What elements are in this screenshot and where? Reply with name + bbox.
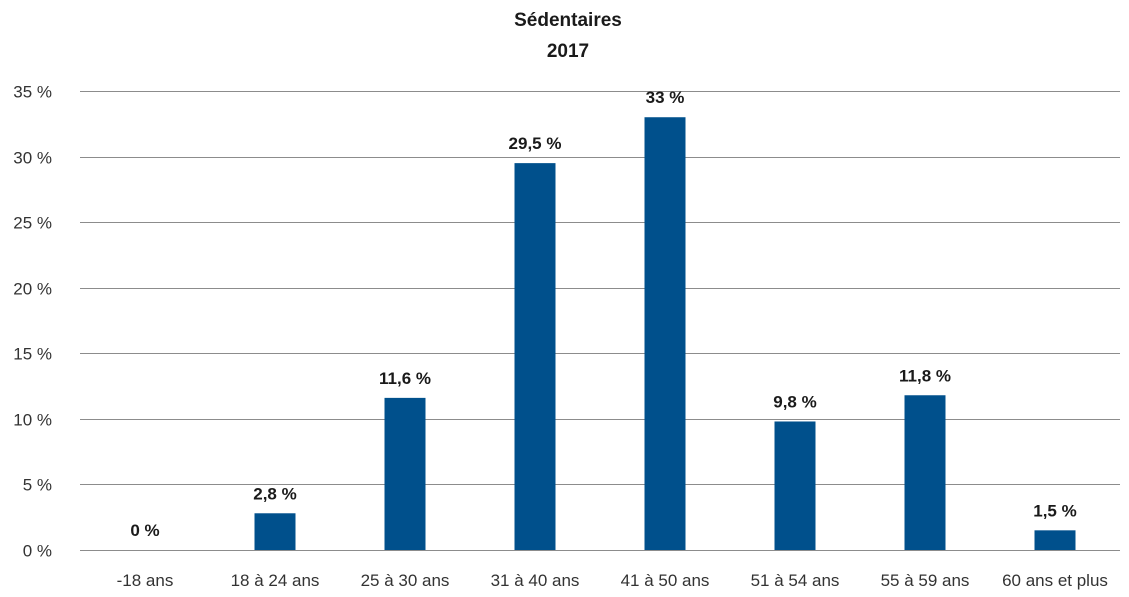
bar — [514, 163, 556, 550]
bar — [384, 397, 426, 550]
x-category-label: 51 à 54 ans — [751, 571, 840, 590]
data-labels: 0 % 2,8 % 11,6 % 29,5 % 33 % 9,8 % 11,8 % 1,5 % — [130, 88, 1076, 540]
bar — [644, 117, 686, 550]
data-label: 9,8 % — [773, 392, 816, 411]
chart-title: Sédentaires — [514, 10, 622, 31]
bar — [1034, 530, 1076, 550]
data-label: 11,6 % — [379, 369, 431, 388]
x-category-label: 18 à 24 ans — [231, 571, 320, 590]
data-label: 33 % — [646, 88, 685, 107]
y-tick-label: 10 % — [13, 411, 52, 430]
y-tick-label: 15 % — [13, 345, 52, 364]
x-axis-categories: -18 ans 18 à 24 ans 25 à 30 ans 31 à 40 ans… — [117, 571, 1108, 590]
data-label: 0 % — [130, 521, 159, 540]
bar — [774, 421, 816, 550]
y-tick-label: 35 % — [13, 83, 52, 102]
y-tick-label: 25 % — [13, 214, 52, 233]
gridlines — [80, 91, 1120, 551]
bars — [254, 117, 1076, 550]
x-category-label: 41 à 50 ans — [621, 571, 710, 590]
x-category-label: 55 à 59 ans — [881, 571, 970, 590]
y-tick-label: 0 % — [23, 542, 52, 561]
y-axis-ticks: 0 % 5 % 10 % 15 % 20 % 25 % 30 % 35 % — [13, 83, 52, 561]
bar — [904, 395, 946, 550]
y-tick-label: 5 % — [23, 476, 52, 495]
x-category-label: 25 à 30 ans — [361, 571, 450, 590]
x-category-label: 60 ans et plus — [1002, 571, 1108, 590]
data-label: 2,8 % — [253, 484, 296, 503]
y-tick-label: 20 % — [13, 280, 52, 299]
bar — [254, 513, 296, 550]
x-category-label: -18 ans — [117, 571, 174, 590]
data-label: 1,5 % — [1033, 501, 1076, 520]
x-category-label: 31 à 40 ans — [491, 571, 580, 590]
y-tick-label: 30 % — [13, 149, 52, 168]
data-label: 11,8 % — [899, 366, 951, 385]
chart-subtitle: 2017 — [547, 41, 589, 62]
data-label: 29,5 % — [509, 134, 562, 153]
